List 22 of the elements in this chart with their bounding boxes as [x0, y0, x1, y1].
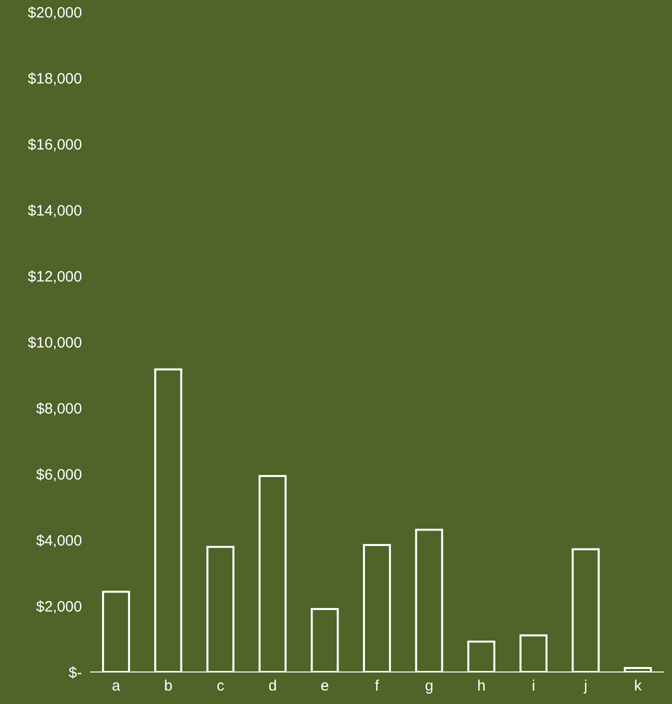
y-tick-label: $2,000	[36, 598, 82, 616]
y-tick-label: $-	[68, 664, 82, 682]
x-tick-label: f	[374, 678, 380, 695]
x-tick-label: e	[320, 678, 329, 695]
y-tick-label: $16,000	[28, 136, 82, 154]
x-tick-label: g	[425, 678, 434, 695]
y-tick-label: $12,000	[28, 268, 82, 286]
y-tick-label: $10,000	[28, 334, 82, 352]
x-tick-label: b	[164, 678, 172, 695]
y-tick-label: $14,000	[28, 202, 82, 220]
y-tick-label: $20,000	[28, 4, 82, 22]
y-tick-label: $18,000	[28, 70, 82, 88]
x-tick-label: a	[112, 678, 121, 695]
y-tick-label: $8,000	[36, 400, 82, 418]
x-tick-label: i	[532, 678, 536, 695]
x-tick-label: k	[634, 678, 642, 695]
x-tick-label: d	[268, 678, 277, 695]
x-tick-label: h	[477, 678, 486, 695]
x-tick-label: j	[583, 678, 588, 695]
y-tick-label: $4,000	[36, 532, 82, 550]
x-tick-label: c	[216, 678, 225, 695]
y-tick-label: $6,000	[36, 466, 82, 484]
